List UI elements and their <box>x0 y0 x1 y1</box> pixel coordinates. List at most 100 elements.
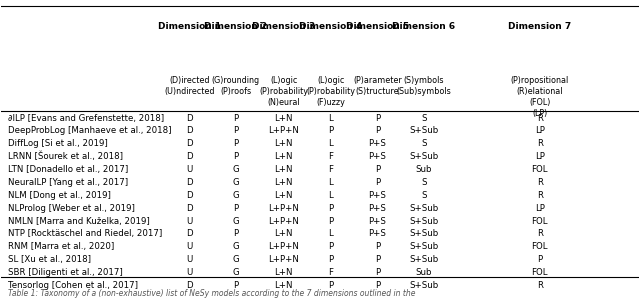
Text: D: D <box>186 281 193 290</box>
Text: P: P <box>234 204 239 213</box>
Text: L+P+N: L+P+N <box>268 242 299 251</box>
Text: Dimension 1: Dimension 1 <box>158 22 221 31</box>
Text: L+N: L+N <box>275 114 293 123</box>
Text: S: S <box>421 139 427 148</box>
Text: (D)irected
(U)ndirected: (D)irected (U)ndirected <box>164 76 214 96</box>
Text: (L)ogic
(P)robability
(F)uzzy: (L)ogic (P)robability (F)uzzy <box>307 76 355 108</box>
Text: NMLN [Marra and Kuželka, 2019]: NMLN [Marra and Kuželka, 2019] <box>8 217 150 226</box>
Text: P+S: P+S <box>369 204 387 213</box>
Text: G: G <box>232 255 239 264</box>
Text: R: R <box>537 178 543 187</box>
Text: S+Sub: S+Sub <box>409 242 438 251</box>
Text: L+N: L+N <box>275 268 293 277</box>
Text: L+N: L+N <box>275 230 293 238</box>
Text: F: F <box>328 152 333 161</box>
Text: P: P <box>234 127 239 136</box>
Text: S+Sub: S+Sub <box>409 204 438 213</box>
Text: NTP [Rocktäschel and Riedel, 2017]: NTP [Rocktäschel and Riedel, 2017] <box>8 230 162 238</box>
Text: Dimension 4: Dimension 4 <box>300 22 362 31</box>
Text: P+S: P+S <box>369 139 387 148</box>
Text: P: P <box>537 255 543 264</box>
Text: P: P <box>328 255 333 264</box>
Text: D: D <box>186 204 193 213</box>
Text: G: G <box>232 217 239 226</box>
Text: L+N: L+N <box>275 178 293 187</box>
Text: F: F <box>328 268 333 277</box>
Text: LP: LP <box>535 152 545 161</box>
Text: P: P <box>375 178 380 187</box>
Text: P: P <box>234 114 239 123</box>
Text: S+Sub: S+Sub <box>409 127 438 136</box>
Text: P+S: P+S <box>369 152 387 161</box>
Text: ∂ILP [Evans and Grefenstette, 2018]: ∂ILP [Evans and Grefenstette, 2018] <box>8 114 164 123</box>
Text: P: P <box>375 114 380 123</box>
Text: L+P+N: L+P+N <box>268 204 299 213</box>
Text: (S)ymbols
(Sub)symbols: (S)ymbols (Sub)symbols <box>397 76 451 96</box>
Text: LP: LP <box>535 127 545 136</box>
Text: G: G <box>232 191 239 200</box>
Text: P: P <box>375 127 380 136</box>
Text: L+N: L+N <box>275 152 293 161</box>
Text: G: G <box>232 165 239 174</box>
Text: P: P <box>328 127 333 136</box>
Text: L+N: L+N <box>275 139 293 148</box>
Text: P: P <box>234 230 239 238</box>
Text: S+Sub: S+Sub <box>409 152 438 161</box>
Text: L+N: L+N <box>275 281 293 290</box>
Text: F: F <box>328 165 333 174</box>
Text: Dimension 3: Dimension 3 <box>252 22 316 31</box>
Text: L: L <box>328 178 333 187</box>
Text: L: L <box>328 114 333 123</box>
Text: U: U <box>186 217 193 226</box>
Text: (P)arameter
(S)tructure: (P)arameter (S)tructure <box>353 76 402 96</box>
Text: U: U <box>186 242 193 251</box>
Text: FOL: FOL <box>532 268 548 277</box>
Text: S+Sub: S+Sub <box>409 281 438 290</box>
Text: S: S <box>421 191 427 200</box>
Text: G: G <box>232 242 239 251</box>
Text: SL [Xu et al., 2018]: SL [Xu et al., 2018] <box>8 255 91 264</box>
Text: P: P <box>375 281 380 290</box>
Text: D: D <box>186 114 193 123</box>
Text: D: D <box>186 230 193 238</box>
Text: L+N: L+N <box>275 191 293 200</box>
Text: R: R <box>537 281 543 290</box>
Text: P: P <box>234 281 239 290</box>
Text: Sub: Sub <box>415 268 432 277</box>
Text: LRNN [Šourek et al., 2018]: LRNN [Šourek et al., 2018] <box>8 152 123 162</box>
Text: DiffLog [Si et al., 2019]: DiffLog [Si et al., 2019] <box>8 139 108 148</box>
Text: NLProlog [Weber et al., 2019]: NLProlog [Weber et al., 2019] <box>8 204 134 213</box>
Text: P: P <box>375 255 380 264</box>
Text: L: L <box>328 139 333 148</box>
Text: L+P+N: L+P+N <box>268 255 299 264</box>
Text: L+P+N: L+P+N <box>268 127 299 136</box>
Text: Dimension 2: Dimension 2 <box>204 22 268 31</box>
Text: LTN [Donadello et al., 2017]: LTN [Donadello et al., 2017] <box>8 165 128 174</box>
Text: NLM [Dong et al., 2019]: NLM [Dong et al., 2019] <box>8 191 111 200</box>
Text: S: S <box>421 178 427 187</box>
Text: S+Sub: S+Sub <box>409 230 438 238</box>
Text: P: P <box>375 165 380 174</box>
Text: G: G <box>232 178 239 187</box>
Text: G: G <box>232 268 239 277</box>
Text: P: P <box>328 242 333 251</box>
Text: Table 1: Taxonomy of a (non-exhaustive) list of NeSy models according to the 7 d: Table 1: Taxonomy of a (non-exhaustive) … <box>8 289 415 298</box>
Text: P: P <box>375 242 380 251</box>
Text: Sub: Sub <box>415 165 432 174</box>
Text: Dimension 5: Dimension 5 <box>346 22 409 31</box>
Text: Dimension 7: Dimension 7 <box>508 22 572 31</box>
Text: D: D <box>186 178 193 187</box>
Text: L+N: L+N <box>275 165 293 174</box>
Text: SBR [Diligenti et al., 2017]: SBR [Diligenti et al., 2017] <box>8 268 122 277</box>
Text: R: R <box>537 191 543 200</box>
Text: U: U <box>186 165 193 174</box>
Text: (G)rounding
(P)roofs: (G)rounding (P)roofs <box>212 76 260 96</box>
Text: R: R <box>537 114 543 123</box>
Text: P: P <box>234 139 239 148</box>
Text: L: L <box>328 230 333 238</box>
Text: LP: LP <box>535 204 545 213</box>
Text: FOL: FOL <box>532 217 548 226</box>
Text: DeepProbLog [Manhaeve et al., 2018]: DeepProbLog [Manhaeve et al., 2018] <box>8 127 172 136</box>
Text: P+S: P+S <box>369 191 387 200</box>
Text: (L)ogic
(P)robability
(N)eural: (L)ogic (P)robability (N)eural <box>259 76 308 108</box>
